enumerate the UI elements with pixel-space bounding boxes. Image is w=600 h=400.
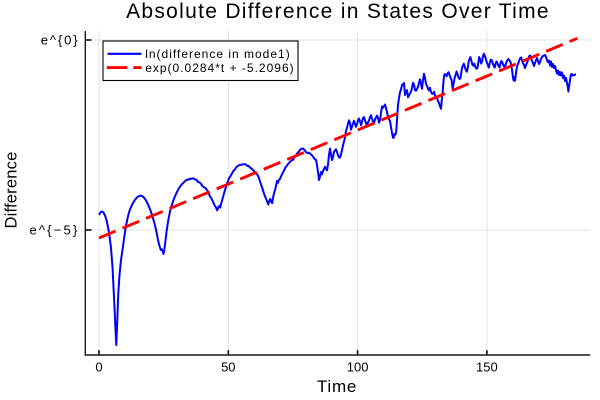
svg-text:50: 50 — [221, 360, 235, 375]
svg-text:ln(difference in mode1): ln(difference in mode1) — [145, 47, 291, 61]
svg-text:Difference: Difference — [3, 152, 21, 229]
svg-text:150: 150 — [476, 360, 498, 375]
svg-text:exp(0.0284*t + -5.2096): exp(0.0284*t + -5.2096) — [145, 61, 294, 75]
svg-text:Absolute Difference in States: Absolute Difference in States Over Time — [126, 0, 550, 23]
svg-text:100: 100 — [347, 360, 369, 375]
svg-text:e^{−5}: e^{−5} — [29, 223, 79, 238]
svg-text:0: 0 — [95, 360, 102, 375]
svg-text:e^{0}: e^{0} — [41, 33, 80, 48]
svg-text:Time: Time — [317, 377, 357, 396]
